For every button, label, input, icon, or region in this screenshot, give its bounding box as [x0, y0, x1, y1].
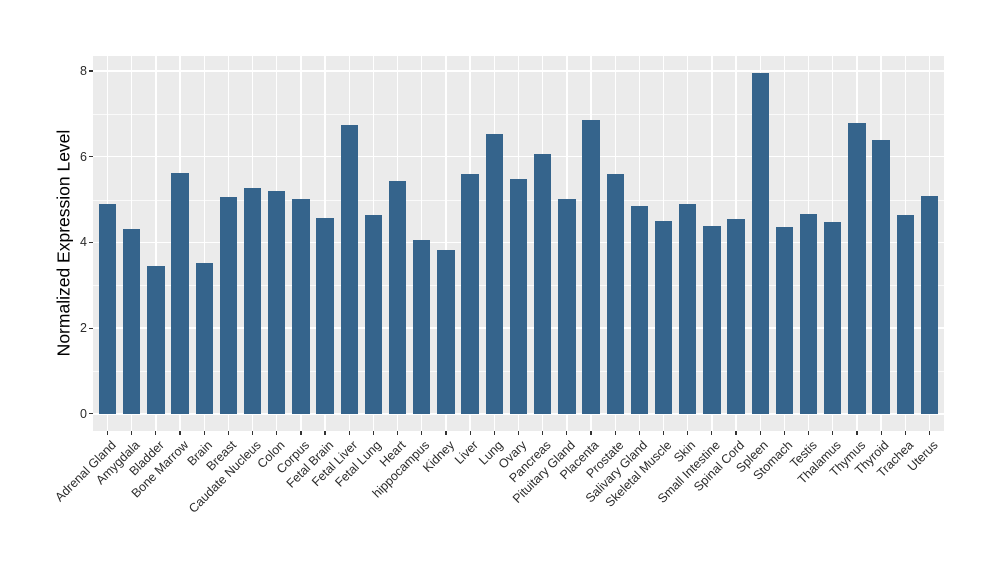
- x-tick-mark: [590, 431, 592, 435]
- y-tick-label: 6: [80, 149, 87, 164]
- bar-fetal-brain: [316, 218, 334, 414]
- x-tick-mark: [638, 431, 640, 435]
- bar-spleen: [751, 73, 769, 414]
- x-tick-mark: [880, 431, 882, 435]
- plot-panel: [93, 56, 944, 431]
- bar-thalamus: [824, 222, 842, 414]
- bar-trachea: [896, 215, 915, 414]
- bar-lung: [485, 134, 504, 414]
- x-tick-mark: [687, 431, 689, 435]
- y-tick-mark: [89, 413, 93, 415]
- y-tick-label: 8: [80, 64, 87, 78]
- vertical-gridline: [203, 56, 205, 431]
- x-tick-mark: [131, 431, 133, 435]
- bar-pituitary-gland: [558, 199, 576, 414]
- bar-thyroid: [872, 139, 890, 414]
- y-tick-mark: [89, 241, 93, 244]
- x-tick-mark: [251, 431, 254, 435]
- bar-breast: [219, 197, 238, 414]
- bar-ovary: [509, 179, 528, 414]
- bar-caudate-nucleus: [243, 187, 262, 414]
- y-tick-mark: [89, 156, 93, 158]
- y-tick-label: 4: [80, 235, 87, 250]
- bar-small-intestine: [703, 226, 721, 414]
- bar-pancreas: [533, 154, 552, 414]
- bar-prostate: [606, 173, 624, 414]
- x-tick-mark: [300, 431, 302, 435]
- x-tick-mark: [276, 431, 278, 435]
- bar-fetal-liver: [340, 125, 358, 414]
- y-tick-mark: [89, 327, 93, 329]
- bar-adrenal-gland: [98, 203, 117, 414]
- bar-amygdala: [122, 229, 141, 414]
- x-tick-mark: [856, 431, 858, 435]
- bar-kidney: [437, 249, 455, 414]
- x-tick-mark: [421, 431, 423, 435]
- bar-corpus: [292, 198, 310, 414]
- x-tick-mark: [227, 431, 229, 435]
- vertical-gridline: [445, 56, 447, 431]
- x-tick-mark: [808, 431, 810, 435]
- y-tick-label: 2: [80, 321, 87, 336]
- x-tick-mark: [614, 431, 616, 435]
- bar-placenta: [582, 120, 600, 414]
- x-tick-mark: [493, 431, 495, 435]
- bar-stomach: [775, 226, 794, 414]
- bar-bone-marrow: [171, 173, 189, 414]
- x-tick-mark: [759, 431, 761, 435]
- x-tick-mark: [106, 431, 109, 435]
- bar-heart: [388, 181, 407, 414]
- x-tick-mark: [832, 431, 834, 435]
- bar-bladder: [147, 266, 165, 414]
- x-tick-mark: [179, 431, 181, 435]
- y-tick-label: 0: [80, 406, 87, 421]
- bar-liver: [461, 173, 479, 414]
- x-tick-mark: [397, 431, 399, 435]
- x-tick-mark: [348, 431, 350, 435]
- x-tick-mark: [203, 431, 205, 435]
- x-tick-mark: [372, 431, 375, 435]
- x-tick-mark: [155, 431, 157, 435]
- bar-testis: [799, 214, 818, 414]
- vertical-gridline: [155, 56, 157, 431]
- x-tick-mark: [735, 431, 737, 435]
- bar-brain: [195, 263, 213, 414]
- bar-skeletal-muscle: [654, 220, 673, 414]
- y-tick-mark: [89, 70, 93, 72]
- x-tick-mark: [542, 431, 544, 435]
- bar-spinal-cord: [727, 219, 745, 414]
- bar-salivary-gland: [630, 205, 649, 414]
- bar-fetal-lung: [364, 215, 383, 414]
- x-tick-mark: [783, 431, 786, 435]
- bar-thymus: [848, 123, 866, 414]
- x-tick-mark: [566, 431, 568, 435]
- bar-hippocampus: [413, 240, 431, 414]
- x-tick-mark: [928, 431, 931, 435]
- x-tick-mark: [517, 431, 520, 435]
- x-tick-mark: [711, 431, 713, 435]
- x-tick-mark: [662, 431, 665, 435]
- bar-uterus: [920, 196, 939, 414]
- x-tick-mark: [469, 431, 471, 435]
- bar-skin: [679, 203, 697, 414]
- x-tick-mark: [445, 431, 447, 435]
- x-tick-mark: [904, 431, 906, 435]
- x-tick-label: Liver: [451, 438, 482, 468]
- bar-colon: [268, 191, 286, 414]
- x-tick-mark: [324, 431, 326, 435]
